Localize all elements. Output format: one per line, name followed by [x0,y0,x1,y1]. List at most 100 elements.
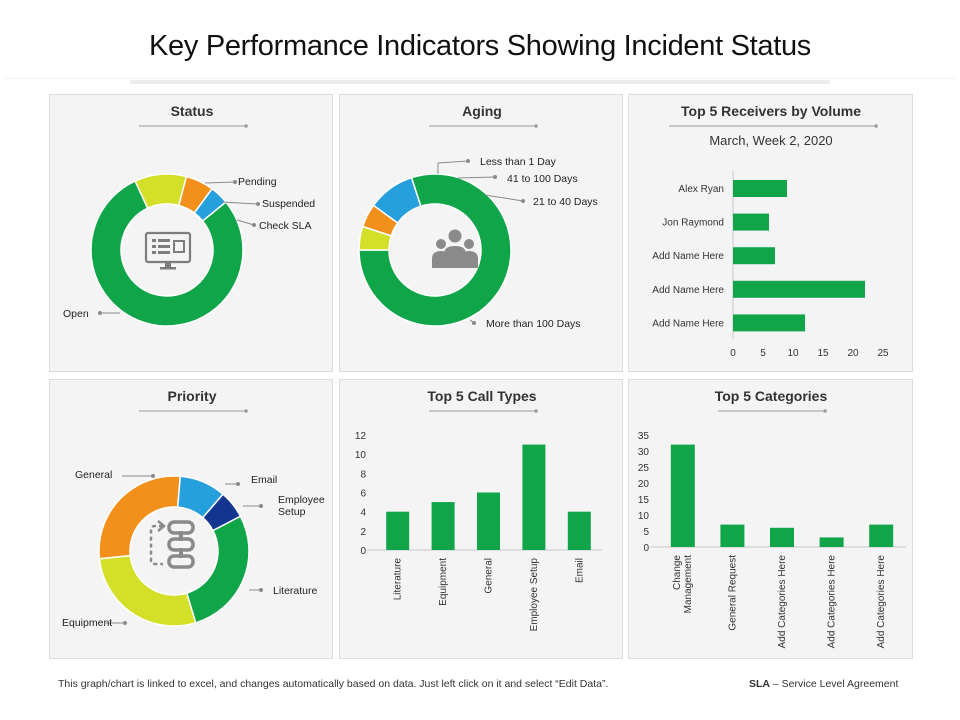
call_types-category-label-line-4-0: Email [574,558,585,583]
priority-label-line-1-0: Email [251,474,277,486]
aging-title: Aging [462,103,502,119]
call_types-y-tick-5: 10 [355,450,367,461]
call_types-category-label-0: Literature [393,558,404,601]
aging-leader-dot-0 [472,321,476,325]
categories-y-tick-4: 20 [638,479,650,490]
call_types-y-tick-2: 4 [360,508,366,519]
status-leader-dot-3 [252,223,256,227]
call_types-category-label-line-3-0: Employee Setup [529,558,540,632]
categories-bar-1 [720,525,744,547]
receivers-category-label-3: Add Name Here [652,285,724,296]
status-label-line-2-0: Suspended [262,198,315,210]
status-label-line-0-0: Open [63,308,89,320]
aging-label-line-1-0: Less than 1 Day [480,156,557,168]
priority-title-rule-dot [244,409,248,413]
categories-y-tick-6: 30 [638,447,650,458]
priority-label-literature: Literature [273,585,318,597]
status-leader-dot-2 [256,202,260,206]
priority-label-line-4-0: Equipment [62,617,112,629]
categories-category-label-4: Add Categories Here [876,555,887,649]
call_types-bar-1 [432,502,455,550]
categories-category-label-line-0-0: Change [672,555,683,590]
people-group-icon [432,230,478,269]
aging-leader-line-2 [458,177,495,178]
aging-label-less-than-1-day: Less than 1 Day [480,156,557,168]
aging-leader-dot-3 [521,199,525,203]
categories-y-tick-1: 5 [643,527,649,538]
receivers-category-label-0: Alex Ryan [678,184,724,195]
footer-sla: SLA – Service Level Agreement [749,678,898,690]
receivers-category-label-2: Add Name Here [652,251,724,262]
call-types-title: Top 5 Call Types [427,388,536,404]
categories-category-label-1: General Request [727,555,738,631]
aging-chart: Aging More than 100 Days Less than 1 Day 4… [340,95,624,373]
categories-y-tick-2: 10 [638,511,650,522]
priority-label-employee-setup: Employee Setup [278,494,325,518]
status-leader-line-1 [205,182,235,183]
priority-label-line-2-0: Employee [278,494,325,506]
receivers-bars: Alex RyanJon RaymondAdd Name HereAdd Nam… [652,171,889,359]
receivers-subtitle: March, Week 2, 2020 [709,133,832,148]
priority-slice-literature-3 [187,516,249,623]
categories-bar-3 [820,537,844,547]
receivers-x-tick-4: 20 [847,348,859,359]
categories-category-label-0: ChangeManagement [672,555,694,614]
call_types-bar-0 [386,512,409,550]
footer-sla-definition: – Service Level Agreement [770,678,898,690]
priority-label-email: Email [251,474,277,486]
categories-category-label-line-4-0: Add Categories Here [876,555,887,649]
categories-category-label-2: Add Categories Here [777,555,788,649]
status-title-rule-dot [244,124,248,128]
call_types-y-tick-3: 6 [360,489,366,500]
aging-label-21-to-40-days: 21 to 40 Days [533,196,598,208]
priority-label-line-3-0: Literature [273,585,318,597]
receivers-bar-2 [733,247,775,264]
status-label-open: Open [63,308,89,320]
title-underline [130,80,830,84]
call_types-category-label-3: Employee Setup [529,558,540,632]
categories-bar-2 [770,528,794,547]
aging-leader-line-1 [438,161,468,174]
categories-title-rule-dot [823,409,827,413]
call_types-y-tick-1: 2 [360,527,366,538]
categories-y-tick-5: 25 [638,463,650,474]
aging-label-line-3-0: 21 to 40 Days [533,196,598,208]
receivers-panel: Top 5 Receivers by Volume March, Week 2,… [628,94,913,372]
aging-label-41-to-100-days: 41 to 100 Days [507,173,578,185]
call_types-y-tick-6: 12 [355,431,367,442]
aging-leader-dot-1 [466,159,470,163]
status-leader-dot-1 [233,180,237,184]
categories-bars: 0 5 10 15 20 25 30 35 ChangeManagement General Re… [638,431,906,648]
categories-bar-0 [671,445,695,547]
call-types-title-rule-dot [534,409,538,413]
categories-category-label-line-1-0: General Request [727,555,738,631]
priority-leader-dot-2 [259,504,263,508]
call_types-category-label-2: General [484,558,495,594]
status-title: Status [171,103,214,119]
categories-y-tick-3: 15 [638,495,650,506]
aging-label-line-2-0: 41 to 100 Days [507,173,578,185]
receivers-x-tick-5: 25 [877,348,889,359]
aging-label-line-0-0: More than 100 Days [486,318,581,330]
receivers-x-tick-1: 5 [760,348,766,359]
aging-title-rule-dot [534,124,538,128]
receivers-x-tick-3: 15 [817,348,829,359]
title-divider-line [5,78,955,79]
call_types-category-label-1: Equipment [438,558,449,606]
status-label-line-1-0: Pending [238,176,277,188]
status-chart: Status Open Pending Suspended Check SLA [50,95,334,373]
priority-leader-dot-3 [259,588,263,592]
priority-label-line-0-0: General [75,469,112,481]
call_types-bar-2 [477,493,500,551]
footer-sla-abbr: SLA [749,678,770,690]
call-types-bars: 0 2 4 6 8 10 12 Literature Equipment General Emplo… [355,431,602,631]
priority-leader-dot-1 [236,482,240,486]
receivers-bar-3 [733,281,865,298]
categories-panel: Top 5 Categories 0 5 10 15 20 25 30 35 ChangeMan… [628,379,913,659]
categories-y-tick-0: 0 [643,543,649,554]
receivers-bar-1 [733,214,769,231]
monitor-checklist-icon [146,233,190,270]
status-label-suspended: Suspended [262,198,315,210]
aging-label-more-than-100-days: More than 100 Days [486,318,581,330]
aging-leader-dot-2 [493,175,497,179]
